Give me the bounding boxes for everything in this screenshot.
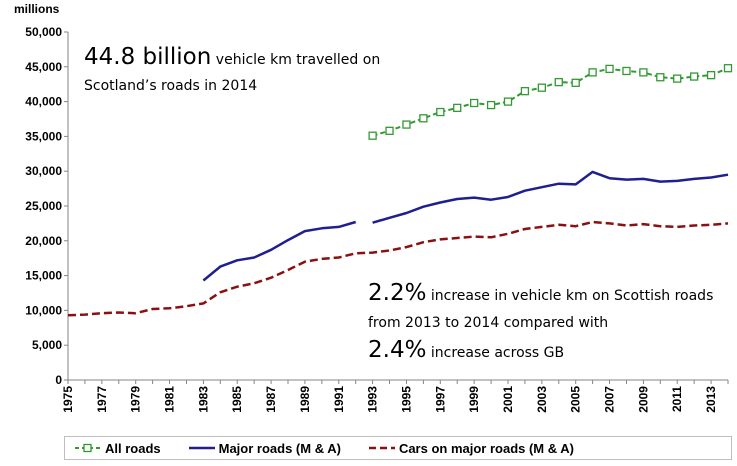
x-tick-label: 1999 [467, 386, 481, 413]
y-tick-label: 0 [55, 373, 62, 387]
x-tick-label: 1975 [61, 386, 75, 413]
legend-item-cars: Cars on major roads (M & A) [368, 440, 574, 456]
data-point-all-roads [436, 107, 445, 117]
y-tick-label: 25,000 [25, 199, 62, 213]
data-point-all-roads [605, 64, 614, 74]
legend-item-all-roads: All roads [75, 441, 161, 456]
y-tick-label: 5,000 [32, 338, 62, 352]
series-line-cars-on-major-roads-m-a [67, 220, 729, 317]
data-point-all-roads [706, 71, 716, 80]
data-point-all-roads [486, 100, 496, 110]
y-tick-label: 50,000 [25, 25, 62, 39]
y-tick-label: 35,000 [25, 129, 62, 143]
data-point-all-roads [588, 68, 597, 77]
annotation-highlight-scotland: 2.2% [368, 280, 427, 306]
annotation-highlight-gb: 2.4% [368, 337, 427, 363]
annotation-text: vehicle km travelled on Scotland’s roads… [84, 52, 381, 94]
data-point-all-roads [639, 68, 648, 77]
data-point-all-roads [554, 77, 563, 87]
legend-swatch-cars [368, 446, 395, 450]
x-tick-label: 1991 [332, 386, 346, 413]
x-tick-label: 1981 [163, 386, 177, 413]
annotation-increase: 2.2% increase in vehicle km on Scottish … [368, 280, 728, 367]
annotation-highlight: 44.8 billion [84, 44, 212, 70]
legend-swatch-major-roads [188, 446, 215, 450]
x-tick-label: 2001 [501, 386, 515, 413]
series-line-major-roads-m-a [202, 220, 357, 282]
x-tick-label: 1983 [196, 386, 210, 413]
y-tick-label: 20,000 [25, 234, 62, 248]
data-point-all-roads [419, 114, 428, 123]
y-tick-label: 10,000 [25, 303, 62, 317]
data-point-all-roads [571, 78, 580, 87]
x-tick-label: 1977 [95, 386, 109, 413]
data-point-all-roads [402, 120, 411, 129]
x-tick-label: 1997 [433, 386, 447, 413]
data-point-all-roads [503, 97, 513, 106]
data-point-all-roads [520, 87, 530, 96]
data-point-all-roads [385, 126, 394, 135]
data-point-all-roads [622, 66, 631, 76]
legend-label: Major roads (M & A) [218, 440, 341, 456]
y-tick-label: 45,000 [25, 60, 62, 74]
data-point-all-roads [453, 103, 462, 113]
series-line-major-roads-m-a [372, 170, 729, 224]
legend-label: All roads [105, 440, 161, 456]
y-tick-label: 15,000 [25, 269, 62, 283]
x-tick-label: 1979 [129, 386, 143, 413]
y-tick-label: 40,000 [25, 95, 62, 109]
data-point-all-roads [690, 72, 699, 81]
x-tick-label: 2011 [670, 386, 684, 412]
data-point-all-roads [368, 131, 377, 140]
y-axis-unit-label: millions [14, 2, 60, 16]
axes: 0 5,000 10,000 15,000 20,000 25,000 30,000 35,0… [25, 25, 729, 413]
x-tick-label: 1987 [264, 386, 278, 413]
data-point-all-roads [656, 73, 665, 82]
y-tick-label: 30,000 [25, 164, 62, 178]
x-tick-label: 2005 [569, 386, 583, 413]
annotation-text: increase in vehicle km on Scottish roads… [368, 288, 714, 331]
x-tick-label: 2009 [636, 386, 650, 413]
legend-label: Cars on major roads (M & A) [398, 440, 574, 456]
x-tick-label: 1989 [298, 386, 312, 413]
x-tick-label: 2003 [535, 386, 549, 413]
data-point-all-roads [470, 98, 479, 108]
x-tick-label: 1985 [230, 386, 244, 413]
data-point-all-roads [537, 83, 546, 92]
x-tick-label: 2007 [603, 386, 617, 413]
data-point-all-roads [673, 74, 682, 83]
legend-item-major-roads: Major roads (M & A) [188, 440, 341, 456]
data-point-all-roads [723, 64, 733, 73]
x-tick-label: 1993 [366, 386, 380, 413]
series-layer [67, 64, 733, 317]
x-tick-label: 2013 [704, 386, 718, 413]
series-line-all-roads [372, 67, 729, 137]
legend-swatch-all-roads [75, 443, 101, 453]
chart-legend: All roads Major roads (M & A) Cars on ma… [64, 436, 732, 460]
annotation-total-km: 44.8 billion vehicle km travelled on Sco… [84, 44, 384, 99]
annotation-text: increase across GB [426, 345, 565, 361]
x-tick-label: 1995 [399, 386, 413, 413]
